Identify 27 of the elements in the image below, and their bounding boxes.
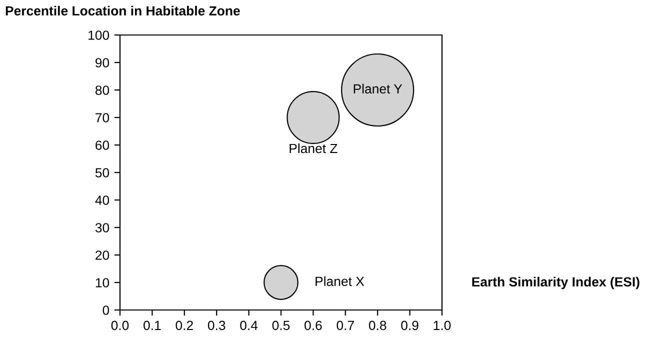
x-tick-label: 1.0 <box>434 320 451 330</box>
y-tick-label: 60 <box>96 140 110 150</box>
y-tick-label: 100 <box>88 30 110 40</box>
y-tick-label: 30 <box>95 223 110 232</box>
series-label: Planet X <box>316 276 364 286</box>
y-tick-label: 0 <box>102 306 110 315</box>
y-tick-label: 90 <box>96 58 110 68</box>
x-tick-label: 0.4 <box>240 320 258 330</box>
series-label: Planet Z <box>290 143 338 154</box>
y-tick-label: 70 <box>96 113 110 122</box>
y-axis-title: Percentile Location in Habitable Zone <box>6 6 240 16</box>
y-tick-label: 50 <box>95 168 110 178</box>
x-tick-label: 0.2 <box>176 320 193 330</box>
x-tick-label: 0.9 <box>401 320 418 330</box>
x-axis-title: Earth Similarity Index (ESI) <box>472 276 640 290</box>
x-tick-label: 0.3 <box>208 320 226 330</box>
x-tick-label: 0.6 <box>304 320 322 330</box>
x-tick-label: 0.8 <box>368 320 386 330</box>
y-tick-label: 10 <box>96 278 110 288</box>
x-tick-label: 0.0 <box>111 320 129 330</box>
y-tick-label: 80 <box>95 86 110 95</box>
y-tick-label: 40 <box>95 196 110 205</box>
x-tick-label: 0.5 <box>272 320 290 330</box>
series-label: Planet Y <box>354 84 402 94</box>
x-tick-label: 0.1 <box>144 320 161 330</box>
x-tick-label: 0.7 <box>336 320 354 330</box>
y-tick-label: 20 <box>96 250 110 260</box>
